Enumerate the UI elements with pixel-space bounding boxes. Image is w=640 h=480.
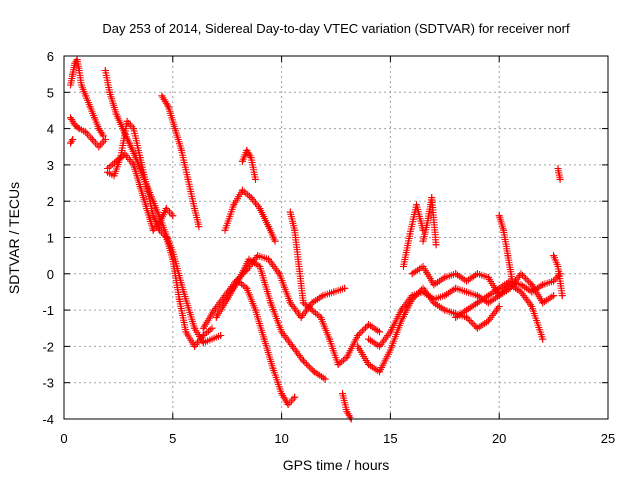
series-pass-18 — [419, 194, 440, 249]
series-pass-21 — [495, 212, 516, 285]
series-pass-9 — [238, 146, 259, 183]
y-tick-label: 4 — [47, 122, 54, 137]
series-marker-trail — [221, 186, 279, 245]
y-tick-label: 3 — [47, 158, 54, 173]
series-pass-14 — [339, 390, 355, 423]
series-pass-7 — [158, 92, 203, 231]
y-tick-label: 1 — [47, 231, 54, 246]
series-pass-8 — [221, 186, 279, 245]
y-tick-label: 6 — [47, 49, 54, 64]
y-tick-label: -1 — [42, 303, 54, 318]
x-tick-label: 5 — [169, 431, 176, 446]
data-markers — [67, 56, 566, 423]
series-marker-trail — [339, 390, 355, 423]
series-pass-3 — [67, 135, 77, 147]
series-marker-trail — [212, 255, 329, 383]
x-tick-label: 20 — [492, 431, 506, 446]
series-marker-trail — [550, 252, 566, 300]
series-marker-trail — [104, 150, 177, 234]
series-marker-trail — [225, 277, 299, 408]
series-marker-trail — [400, 201, 427, 270]
series-pass-2 — [67, 56, 107, 140]
series-marker-trail — [67, 136, 77, 147]
series-pass-19 — [408, 263, 558, 307]
x-tick-label: 10 — [274, 431, 288, 446]
series-pass-13 — [286, 208, 384, 369]
y-tick-label: -3 — [42, 376, 54, 391]
series-marker-trail — [238, 146, 259, 183]
axis-ticks: 0 5 10 15 20 25 -4 -3 -2 -1 0 1 2 3 4 5 6 — [42, 49, 615, 446]
y-tick-label: -4 — [42, 412, 54, 427]
series-marker-trail — [286, 208, 383, 369]
series-pass-16 — [365, 281, 547, 350]
y-tick-label: 2 — [47, 194, 54, 209]
series-marker-trail — [365, 281, 547, 350]
y-tick-label: 5 — [47, 85, 54, 100]
x-tick-label: 0 — [60, 431, 67, 446]
series-marker-trail — [419, 194, 440, 249]
y-axis-label: SDTVAR / TECUs — [6, 182, 22, 294]
series-marker-trail — [67, 56, 107, 140]
chart-title: Day 253 of 2014, Sidereal Day-to-day VTE… — [102, 21, 570, 36]
series-pass-11 — [212, 255, 329, 383]
series-marker-trail — [554, 165, 564, 183]
series-marker-trail — [158, 92, 203, 231]
series-pass-17 — [399, 201, 427, 271]
y-tick-label: 0 — [47, 267, 54, 282]
series-pass-20 — [452, 270, 564, 321]
series-marker-trail — [104, 117, 216, 350]
y-tick-label: -2 — [42, 339, 54, 354]
series-pass-6 — [104, 150, 177, 234]
series-marker-trail — [67, 114, 109, 151]
series-pass-22 — [550, 252, 566, 300]
x-tick-label: 25 — [601, 431, 615, 446]
x-axis-label: GPS time / hours — [283, 457, 390, 473]
series-marker-trail — [495, 212, 516, 285]
series-pass-12 — [225, 277, 299, 408]
series-pass-23 — [554, 165, 564, 183]
x-tick-label: 15 — [383, 431, 397, 446]
series-pass-1 — [67, 114, 109, 151]
